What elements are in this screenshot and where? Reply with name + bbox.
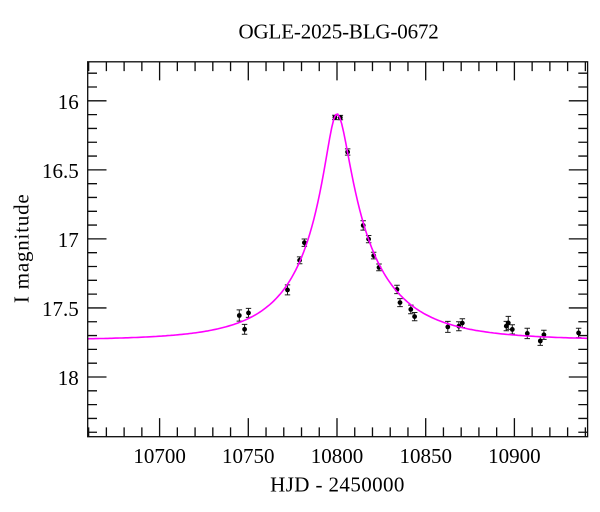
svg-text:18: 18 — [58, 366, 79, 390]
svg-text:I magnitude: I magnitude — [9, 193, 33, 303]
svg-text:10800: 10800 — [311, 444, 364, 468]
svg-text:16.5: 16.5 — [42, 159, 79, 183]
svg-text:17.5: 17.5 — [42, 297, 79, 321]
svg-text:OGLE-2025-BLG-0672: OGLE-2025-BLG-0672 — [239, 20, 439, 44]
svg-text:HJD - 2450000: HJD - 2450000 — [270, 473, 405, 497]
svg-text:17: 17 — [58, 228, 79, 252]
svg-text:10900: 10900 — [488, 444, 541, 468]
svg-text:10850: 10850 — [399, 444, 452, 468]
svg-text:16: 16 — [58, 90, 79, 114]
svg-text:10750: 10750 — [222, 444, 275, 468]
svg-text:10700: 10700 — [133, 444, 186, 468]
